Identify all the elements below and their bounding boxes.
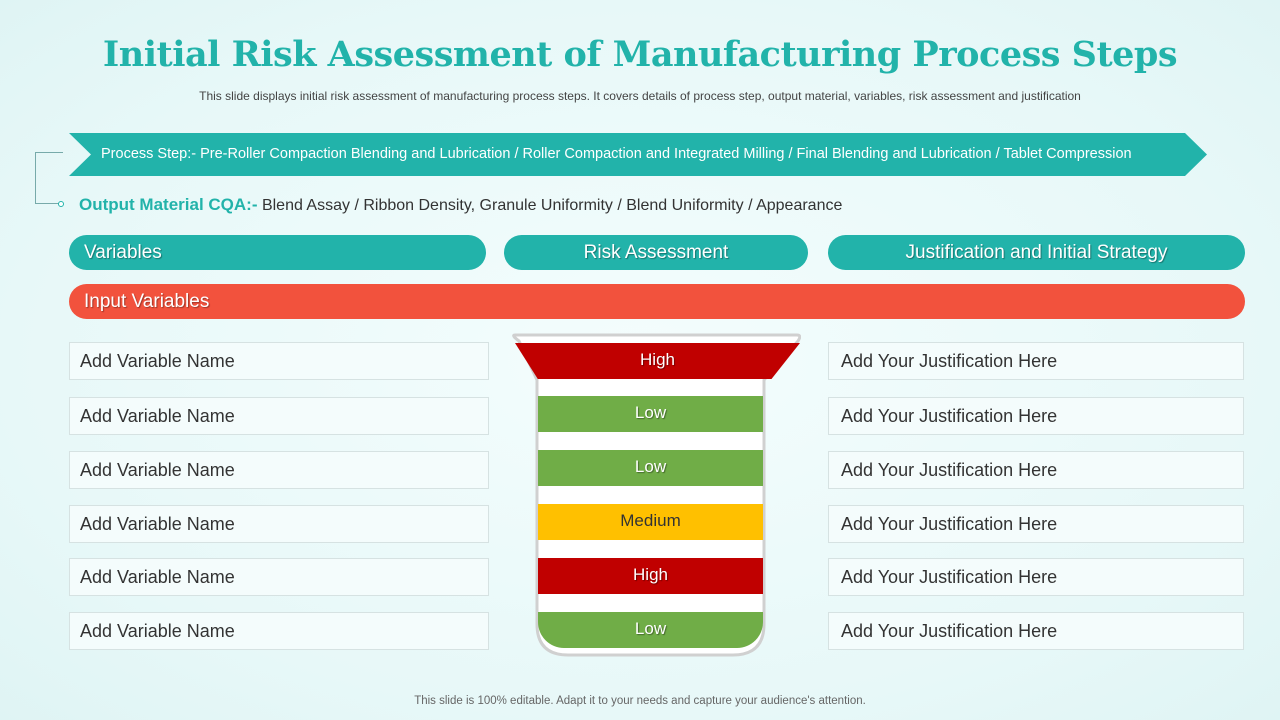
justification-box: Add Your Justification Here <box>828 342 1244 380</box>
output-material-value: Blend Assay / Ribbon Density, Granule Un… <box>257 197 843 214</box>
connector-bracket <box>35 152 63 204</box>
justification-box: Add Your Justification Here <box>828 612 1244 650</box>
process-step-banner: Process Step:- Pre-Roller Compaction Ble… <box>69 133 1207 176</box>
justification-box: Add Your Justification Here <box>828 558 1244 596</box>
risk-level-band: High <box>538 558 763 594</box>
variable-box: Add Variable Name <box>69 451 489 489</box>
risk-level-band: Low <box>538 450 763 486</box>
variable-box: Add Variable Name <box>69 558 489 596</box>
beaker-graphic <box>512 333 801 657</box>
input-variables-bar: Input Variables <box>69 284 1245 319</box>
risk-level-band: Low <box>538 396 763 432</box>
variable-box: Add Variable Name <box>69 505 489 543</box>
justification-box: Add Your Justification Here <box>828 397 1244 435</box>
connector-dot <box>58 201 64 207</box>
output-material-line: Output Material CQA:- Blend Assay / Ribb… <box>79 195 842 215</box>
variable-box: Add Variable Name <box>69 612 489 650</box>
output-material-label: Output Material CQA:- <box>79 195 258 214</box>
risk-level-band: Medium <box>538 504 763 540</box>
risk-level-band: Low <box>538 612 763 648</box>
header-justification: Justification and Initial Strategy <box>828 235 1245 270</box>
footer-note: This slide is 100% editable. Adapt it to… <box>414 695 866 707</box>
variable-box: Add Variable Name <box>69 342 489 380</box>
page-subtitle: This slide displays initial risk assessm… <box>199 89 1081 103</box>
justification-box: Add Your Justification Here <box>828 451 1244 489</box>
page-title: Initial Risk Assessment of Manufacturing… <box>102 34 1178 75</box>
header-risk-assessment: Risk Assessment <box>504 235 808 270</box>
variable-box: Add Variable Name <box>69 397 489 435</box>
risk-level-band: High <box>515 343 800 379</box>
justification-box: Add Your Justification Here <box>828 505 1244 543</box>
header-variables: Variables <box>69 235 486 270</box>
